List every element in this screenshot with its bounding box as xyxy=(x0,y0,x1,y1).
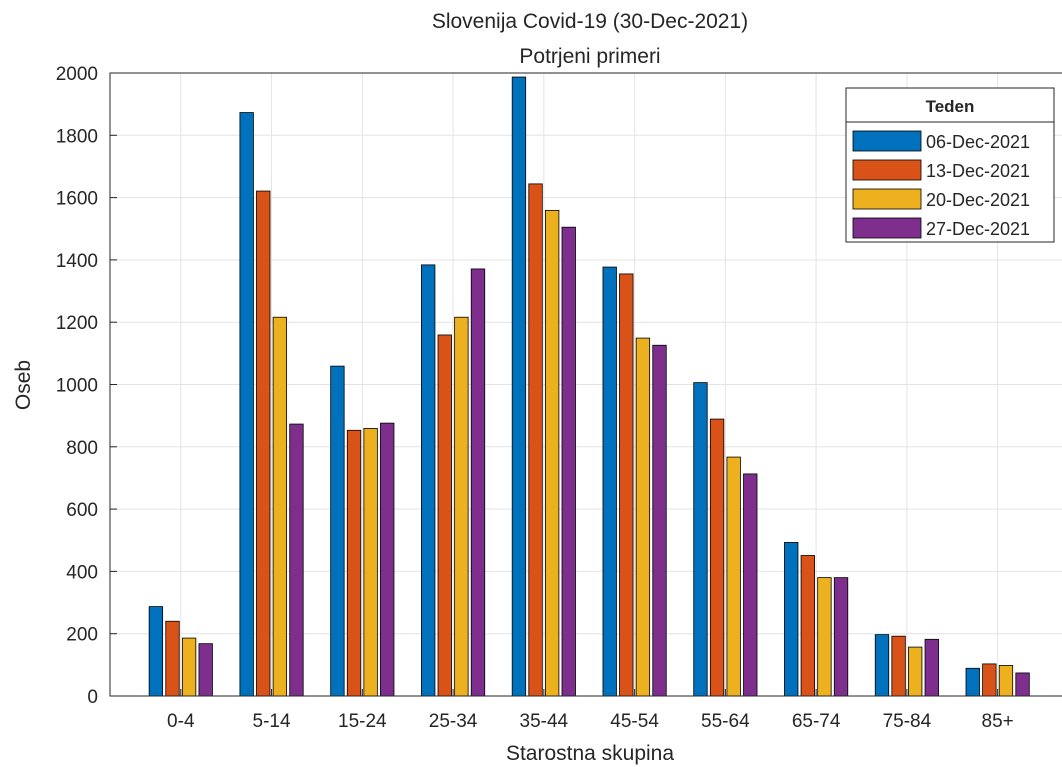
y-tick-label: 800 xyxy=(66,438,98,459)
bar xyxy=(619,273,634,697)
bar xyxy=(437,334,452,697)
y-tick-label: 1800 xyxy=(56,126,98,147)
x-tick-label: 5-14 xyxy=(253,711,291,732)
legend-label: 27-Dec-2021 xyxy=(926,219,1030,239)
bar xyxy=(652,344,667,697)
legend-swatch xyxy=(852,159,922,181)
bar xyxy=(982,663,997,697)
legend: Teden 06-Dec-2021 13-Dec-2021 20-Dec-2021 2… xyxy=(845,87,1055,243)
chart-subtitle: Potrjeni primeri xyxy=(519,45,660,68)
bar xyxy=(272,316,288,697)
y-tick-label: 600 xyxy=(66,500,98,521)
y-tick-label: 2000 xyxy=(56,64,98,85)
x-tick-label: 65-74 xyxy=(792,711,841,732)
x-tick-label: 45-54 xyxy=(610,711,659,732)
bar xyxy=(800,555,815,697)
bar xyxy=(817,577,832,697)
bar xyxy=(874,634,890,697)
legend-swatch xyxy=(852,188,922,210)
bar xyxy=(165,620,180,697)
y-tick-label: 1200 xyxy=(56,313,98,334)
legend-swatch xyxy=(852,217,922,239)
axes-box xyxy=(109,72,1062,697)
bar xyxy=(561,226,576,697)
x-tick-label: 85+ xyxy=(982,711,1014,732)
y-axis-label: Oseb xyxy=(12,360,35,410)
bar xyxy=(908,646,923,697)
legend-label: 06-Dec-2021 xyxy=(926,132,1030,152)
bar xyxy=(924,638,939,697)
x-tick-label: 15-24 xyxy=(338,711,387,732)
bar xyxy=(421,264,436,697)
bar xyxy=(330,365,345,697)
x-tick-label: 55-64 xyxy=(701,711,750,732)
bar xyxy=(289,423,304,697)
y-tick-label: 400 xyxy=(66,562,98,583)
bar xyxy=(602,266,617,697)
legend-label: 13-Dec-2021 xyxy=(926,161,1030,181)
bar xyxy=(256,190,271,697)
bar xyxy=(998,665,1014,697)
bar xyxy=(1015,672,1030,697)
y-tick-label: 1400 xyxy=(56,251,98,272)
y-tick-label: 1000 xyxy=(56,376,98,397)
bar xyxy=(693,382,708,697)
x-tick-label: 75-84 xyxy=(883,711,932,732)
bar xyxy=(181,637,197,697)
bar xyxy=(380,422,395,697)
x-tick-label: 0-4 xyxy=(167,711,195,732)
bar xyxy=(198,643,213,697)
legend-label: 20-Dec-2021 xyxy=(926,190,1030,210)
legend-title: Teden xyxy=(926,97,975,116)
x-axis-label: Starostna skupina xyxy=(506,742,674,765)
bar xyxy=(965,667,980,697)
bar xyxy=(743,473,758,697)
bar xyxy=(470,268,486,697)
bar xyxy=(784,542,799,697)
y-tick-label: 0 xyxy=(87,687,98,708)
x-tick-label: 35-44 xyxy=(520,711,569,732)
x-tick-label: 25-34 xyxy=(429,711,478,732)
y-tick-label: 200 xyxy=(66,625,98,646)
bar xyxy=(511,76,527,697)
legend-swatch xyxy=(852,130,922,152)
bar xyxy=(726,456,741,697)
bar xyxy=(709,418,725,697)
bar xyxy=(528,183,543,697)
bar xyxy=(454,316,469,697)
y-tick-label: 1600 xyxy=(56,189,98,210)
bar xyxy=(148,606,164,697)
bar xyxy=(833,577,849,697)
chart-title: Slovenija Covid-19 (30-Dec-2021) xyxy=(432,10,748,33)
bar xyxy=(891,635,906,697)
bar xyxy=(363,428,378,697)
bar xyxy=(544,209,560,697)
bar xyxy=(346,429,362,697)
bar xyxy=(635,337,651,697)
bar xyxy=(239,112,254,697)
